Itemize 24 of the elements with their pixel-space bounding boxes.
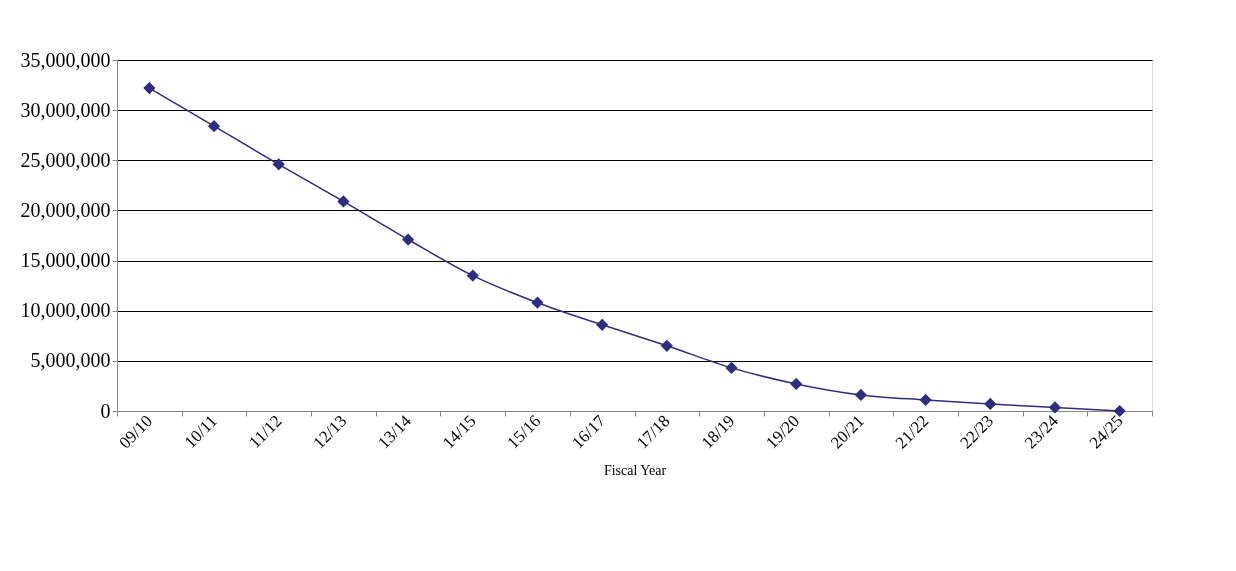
point [531,296,544,309]
point [596,318,609,331]
point [1048,401,1062,414]
point [919,393,932,407]
x-axis-title: Fiscal Year [603,462,667,478]
point [854,388,868,402]
y-tick-label: 10,000,000 [20,299,111,322]
y-tick-label: 25,000,000 [20,148,111,171]
point [401,233,415,246]
point [790,377,803,391]
point [143,81,156,95]
y-tick-label: 15,000,000 [20,249,111,272]
y-tick-label: 20,000,000 [20,198,111,221]
point [337,195,350,208]
y-tick-label: 35,000,000 [20,48,111,71]
y-tick-label: 5,000,000 [30,349,111,372]
point [984,397,997,411]
y-tick-label: 30,000,000 [20,98,111,121]
point [660,339,673,352]
y-tick-label: 0 [100,399,111,422]
point [272,158,285,171]
point [466,269,479,282]
point [725,361,738,374]
point [207,120,221,133]
